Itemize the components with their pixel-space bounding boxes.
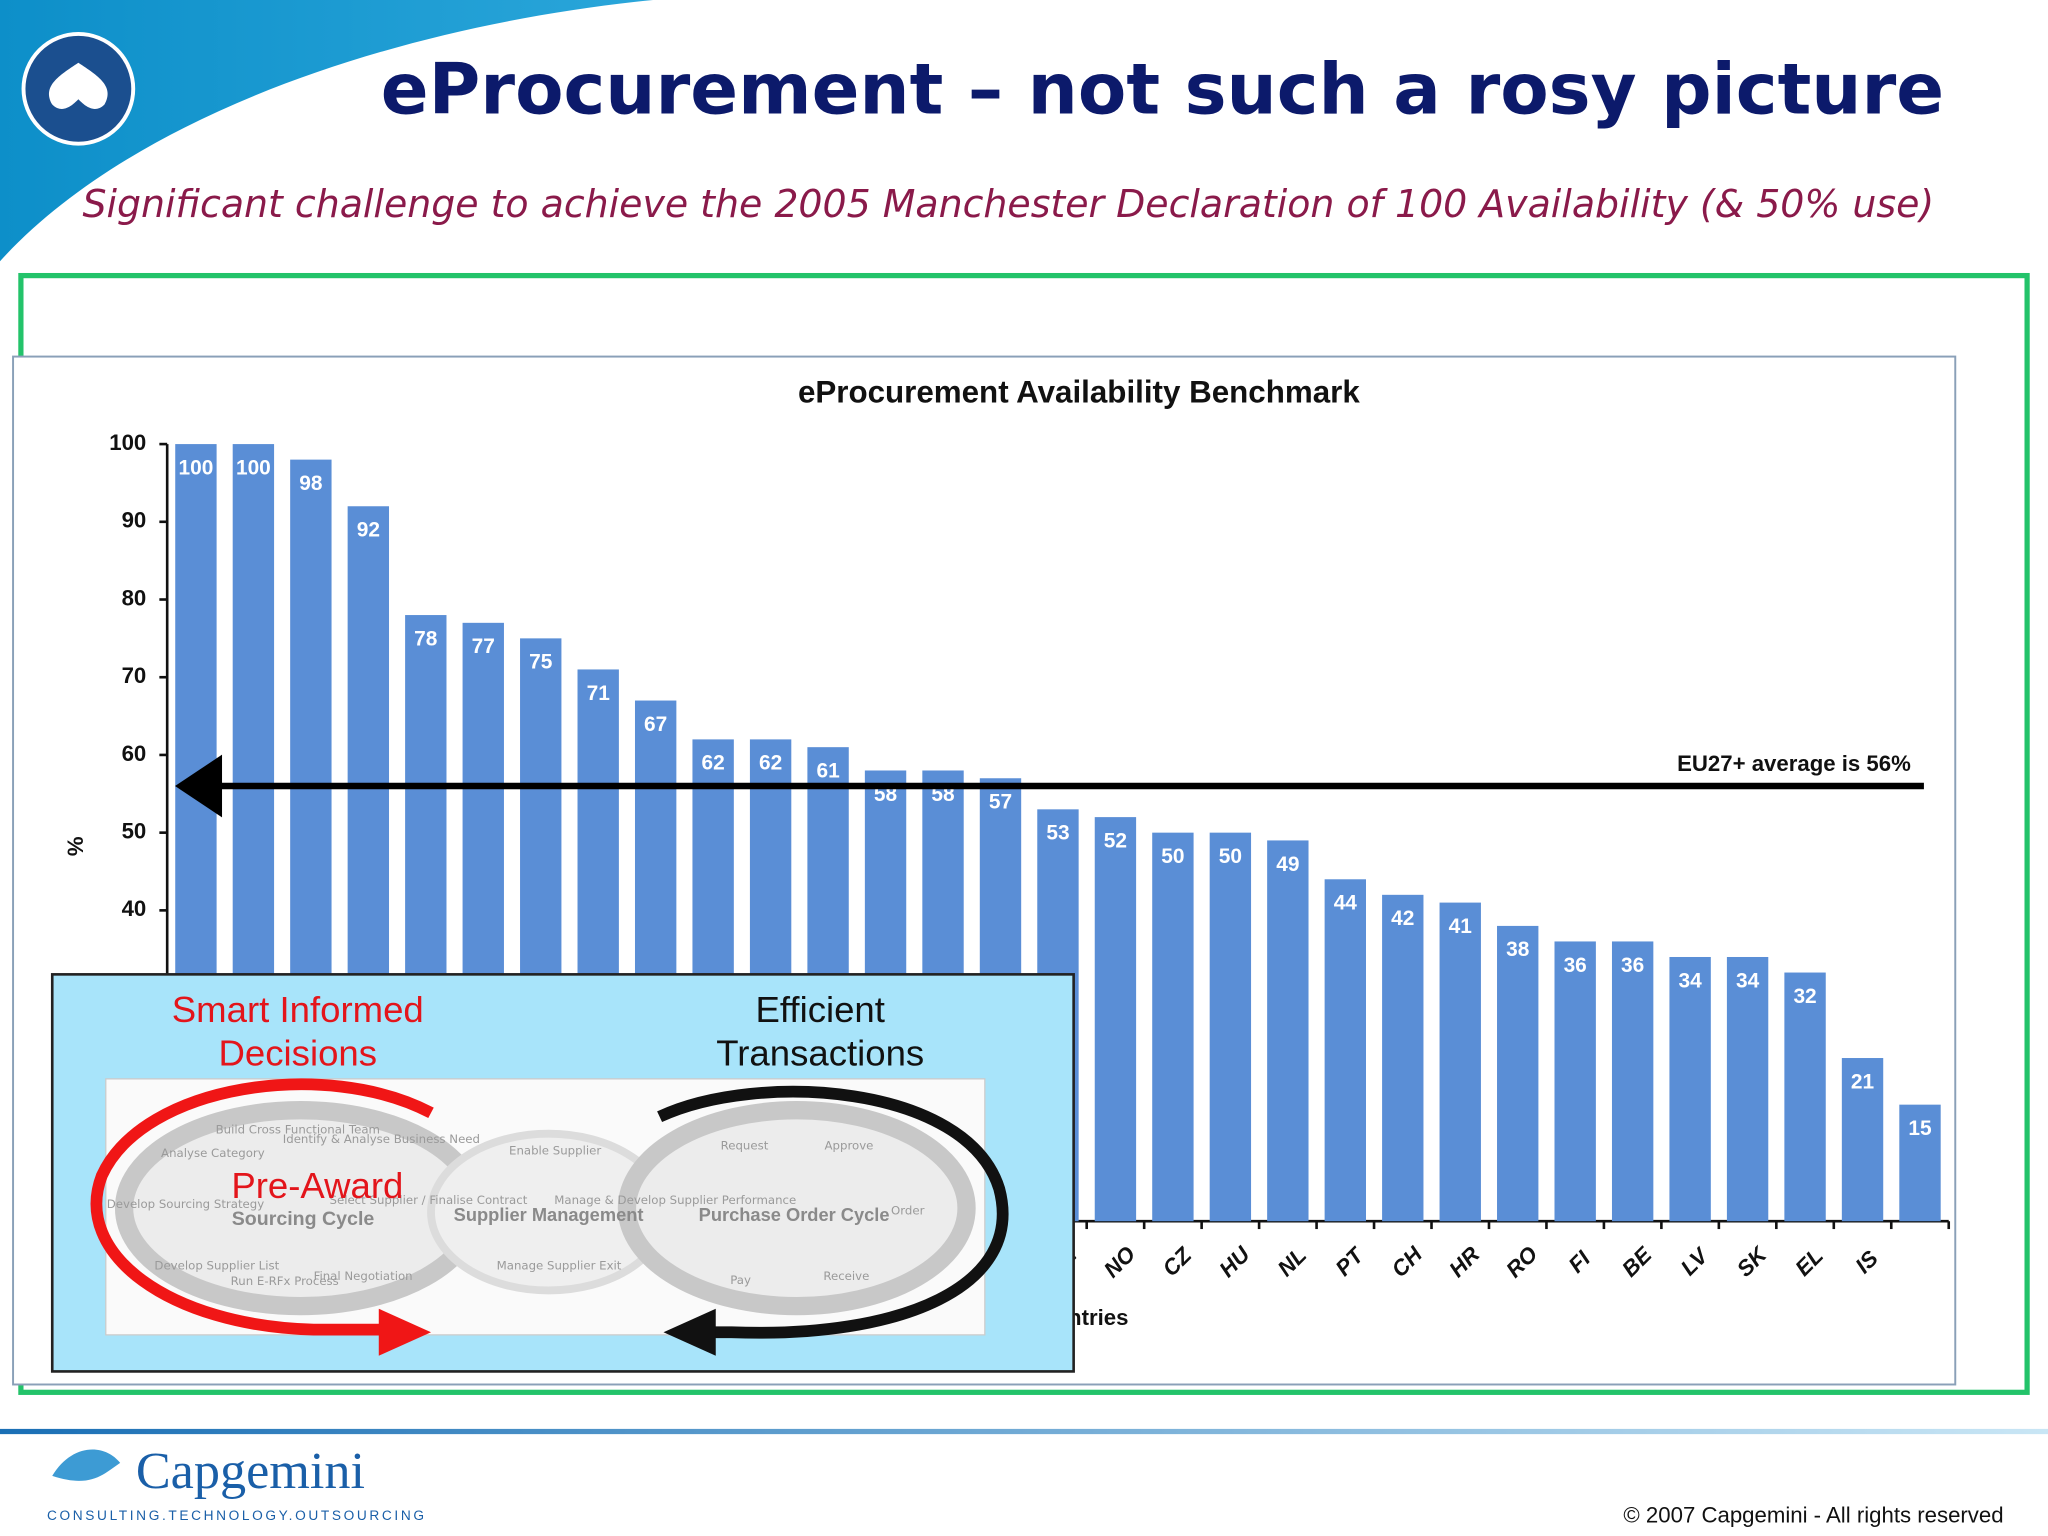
logo-spade bbox=[49, 62, 108, 109]
bar bbox=[1324, 879, 1366, 1222]
bar bbox=[1497, 925, 1539, 1222]
step-label: Request bbox=[721, 1138, 769, 1152]
bar bbox=[1267, 840, 1309, 1222]
value-label: 36 bbox=[1621, 954, 1644, 977]
y-axis-label: % bbox=[62, 837, 87, 857]
y-tick-label: 90 bbox=[122, 508, 147, 533]
step-label: Enable Supplier bbox=[509, 1144, 601, 1158]
slide-title: eProcurement – not such a rosy picture bbox=[381, 49, 1944, 131]
step-label: Build Cross Functional Team bbox=[216, 1123, 380, 1137]
step-label: Identify & Analyse Business Need bbox=[283, 1132, 480, 1146]
step-label: Receive bbox=[823, 1269, 869, 1283]
footer-rule bbox=[0, 1428, 2048, 1435]
red-arrow-head bbox=[378, 1308, 432, 1356]
left-heading: Smart Informed Decisions bbox=[172, 989, 424, 1073]
brand-mark bbox=[52, 1449, 121, 1481]
bar bbox=[1094, 817, 1137, 1222]
bar bbox=[1439, 902, 1481, 1222]
value-label: 49 bbox=[1276, 853, 1299, 876]
value-label: 21 bbox=[1851, 1070, 1875, 1093]
step-label: Approve bbox=[825, 1138, 874, 1152]
y-tick-label: 40 bbox=[122, 896, 147, 921]
value-label: 98 bbox=[299, 472, 322, 495]
overlay: Smart Informed Decisions Efficient Transac… bbox=[50, 973, 1075, 1373]
black-arrow bbox=[657, 1085, 1009, 1339]
value-label: 50 bbox=[1161, 845, 1184, 868]
bar bbox=[1669, 956, 1711, 1222]
value-label: 50 bbox=[1219, 845, 1242, 868]
value-label: 71 bbox=[587, 682, 611, 705]
value-label: 53 bbox=[1046, 822, 1069, 845]
bar bbox=[1382, 894, 1424, 1222]
cycle-label: Purchase Order Cycle bbox=[699, 1204, 890, 1225]
step-label: Develop Sourcing Strategy bbox=[107, 1197, 265, 1211]
right-heading: Efficient Transactions bbox=[716, 989, 924, 1073]
bar bbox=[1209, 832, 1252, 1222]
brand-name: Capgemini bbox=[136, 1442, 365, 1500]
value-label: 52 bbox=[1104, 829, 1127, 852]
bar bbox=[1554, 941, 1596, 1222]
bar bbox=[1899, 1104, 1941, 1222]
value-label: 38 bbox=[1506, 938, 1529, 961]
cycle-label: Supplier Management bbox=[454, 1204, 644, 1225]
value-label: 61 bbox=[816, 759, 840, 782]
value-label: 34 bbox=[1736, 969, 1760, 992]
value-label: 77 bbox=[472, 635, 495, 658]
step-label: Analyse Category bbox=[161, 1146, 265, 1160]
step-label: Final Negotiation bbox=[314, 1269, 413, 1283]
copyright: © 2007 Capgemini - All rights reserved bbox=[1623, 1502, 2003, 1527]
average-arrow-head bbox=[175, 754, 223, 818]
bar bbox=[1726, 956, 1769, 1222]
y-tick-label: 100 bbox=[109, 430, 146, 455]
value-label: 57 bbox=[989, 791, 1012, 814]
value-label: 92 bbox=[357, 519, 380, 542]
header-swoosh bbox=[0, 0, 654, 262]
bar bbox=[1152, 832, 1194, 1222]
red-arrow bbox=[90, 1078, 434, 1336]
value-label: 78 bbox=[414, 627, 437, 650]
value-label: 36 bbox=[1564, 954, 1587, 977]
step-label: Select Supplier / Finalise Contract bbox=[330, 1193, 528, 1207]
bar bbox=[1611, 941, 1654, 1222]
value-label: 34 bbox=[1679, 969, 1703, 992]
value-label: 100 bbox=[178, 456, 213, 479]
y-tick-label: 50 bbox=[122, 819, 147, 844]
y-tick-label: 80 bbox=[122, 585, 147, 610]
bar bbox=[1784, 972, 1826, 1222]
pre-award-label: Pre-Award bbox=[231, 1165, 403, 1206]
black-arrow-head bbox=[663, 1308, 716, 1356]
step-label: Develop Supplier List bbox=[154, 1259, 279, 1273]
y-tick-label: 70 bbox=[122, 663, 147, 688]
value-label: 32 bbox=[1793, 985, 1816, 1008]
y-tick-label: 60 bbox=[122, 741, 147, 766]
bar bbox=[1841, 1058, 1884, 1222]
step-label: Order bbox=[891, 1204, 925, 1218]
value-label: 41 bbox=[1449, 915, 1473, 938]
step-label: Run E-RFx Process bbox=[231, 1274, 339, 1288]
value-label: 75 bbox=[529, 651, 553, 674]
step-label: Manage Supplier Exit bbox=[497, 1259, 622, 1273]
step-label: Manage & Develop Supplier Performance bbox=[554, 1193, 796, 1207]
step-label: Pay bbox=[730, 1273, 751, 1287]
average-label: EU27+ average is 56% bbox=[1677, 751, 1911, 776]
po-ring bbox=[617, 1101, 976, 1316]
chart-title: eProcurement Availability Benchmark bbox=[798, 375, 1360, 410]
value-label: 42 bbox=[1391, 907, 1414, 930]
value-label: 62 bbox=[759, 752, 782, 775]
value-label: 100 bbox=[236, 456, 271, 479]
step-labels: Analyse Category Build Cross Functional T… bbox=[107, 1123, 925, 1289]
brand-tagline: CONSULTING.TECHNOLOGY.OUTSOURCING bbox=[47, 1508, 427, 1523]
value-label: 67 bbox=[644, 713, 667, 736]
value-label: 62 bbox=[702, 752, 725, 775]
value-label: 44 bbox=[1334, 892, 1358, 915]
cycle-label: Sourcing Cycle bbox=[232, 1208, 375, 1230]
value-label: 15 bbox=[1908, 1117, 1932, 1140]
slide-subtitle: Significant challenge to achieve the 200… bbox=[82, 182, 1934, 226]
